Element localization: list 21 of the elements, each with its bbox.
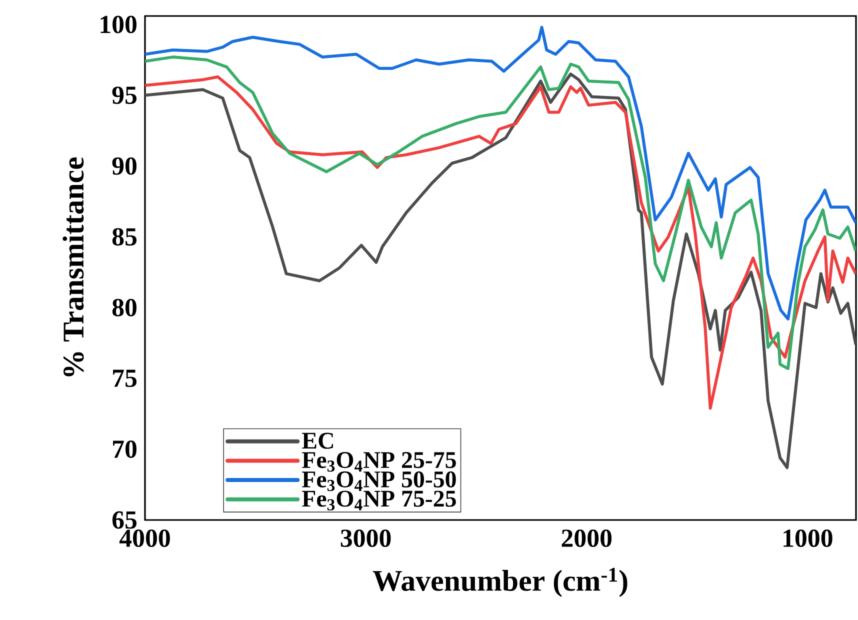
x-axis-title: Wavenumber (cm$^{-1}$) bbox=[372, 568, 628, 598]
line-series bbox=[144, 75, 856, 410]
legend-label: Fe$_{3}$O$_{4}$NP 75-25 bbox=[302, 490, 456, 510]
y-tick-label: 70 bbox=[113, 440, 136, 458]
legend-label: EC bbox=[302, 432, 333, 449]
legend-label: Fe$_{3}$O$_{4}$NP 25-75 bbox=[302, 452, 456, 472]
y-tick-label: 85 bbox=[112, 228, 137, 246]
y-tick-label: 80 bbox=[112, 298, 136, 316]
y-axis-title: % Transmittance bbox=[62, 157, 84, 376]
x-tick-label: 3000 bbox=[340, 530, 391, 547]
y-tick-label: 100 bbox=[100, 16, 136, 34]
y-tick-label: 95 bbox=[112, 86, 137, 104]
x-tick-label: 2000 bbox=[562, 530, 612, 547]
line-series bbox=[144, 56, 856, 370]
legend-label: Fe$_{3}$O$_{4}$NP 50-50 bbox=[302, 471, 456, 492]
x-tick-label: 1000 bbox=[784, 530, 832, 547]
y-tick-label: 75 bbox=[113, 370, 137, 388]
x-tick-label: 4000 bbox=[119, 530, 170, 547]
y-tick-label: 90 bbox=[112, 157, 136, 175]
line-series bbox=[144, 26, 856, 320]
y-tick-label: 65 bbox=[112, 511, 137, 529]
